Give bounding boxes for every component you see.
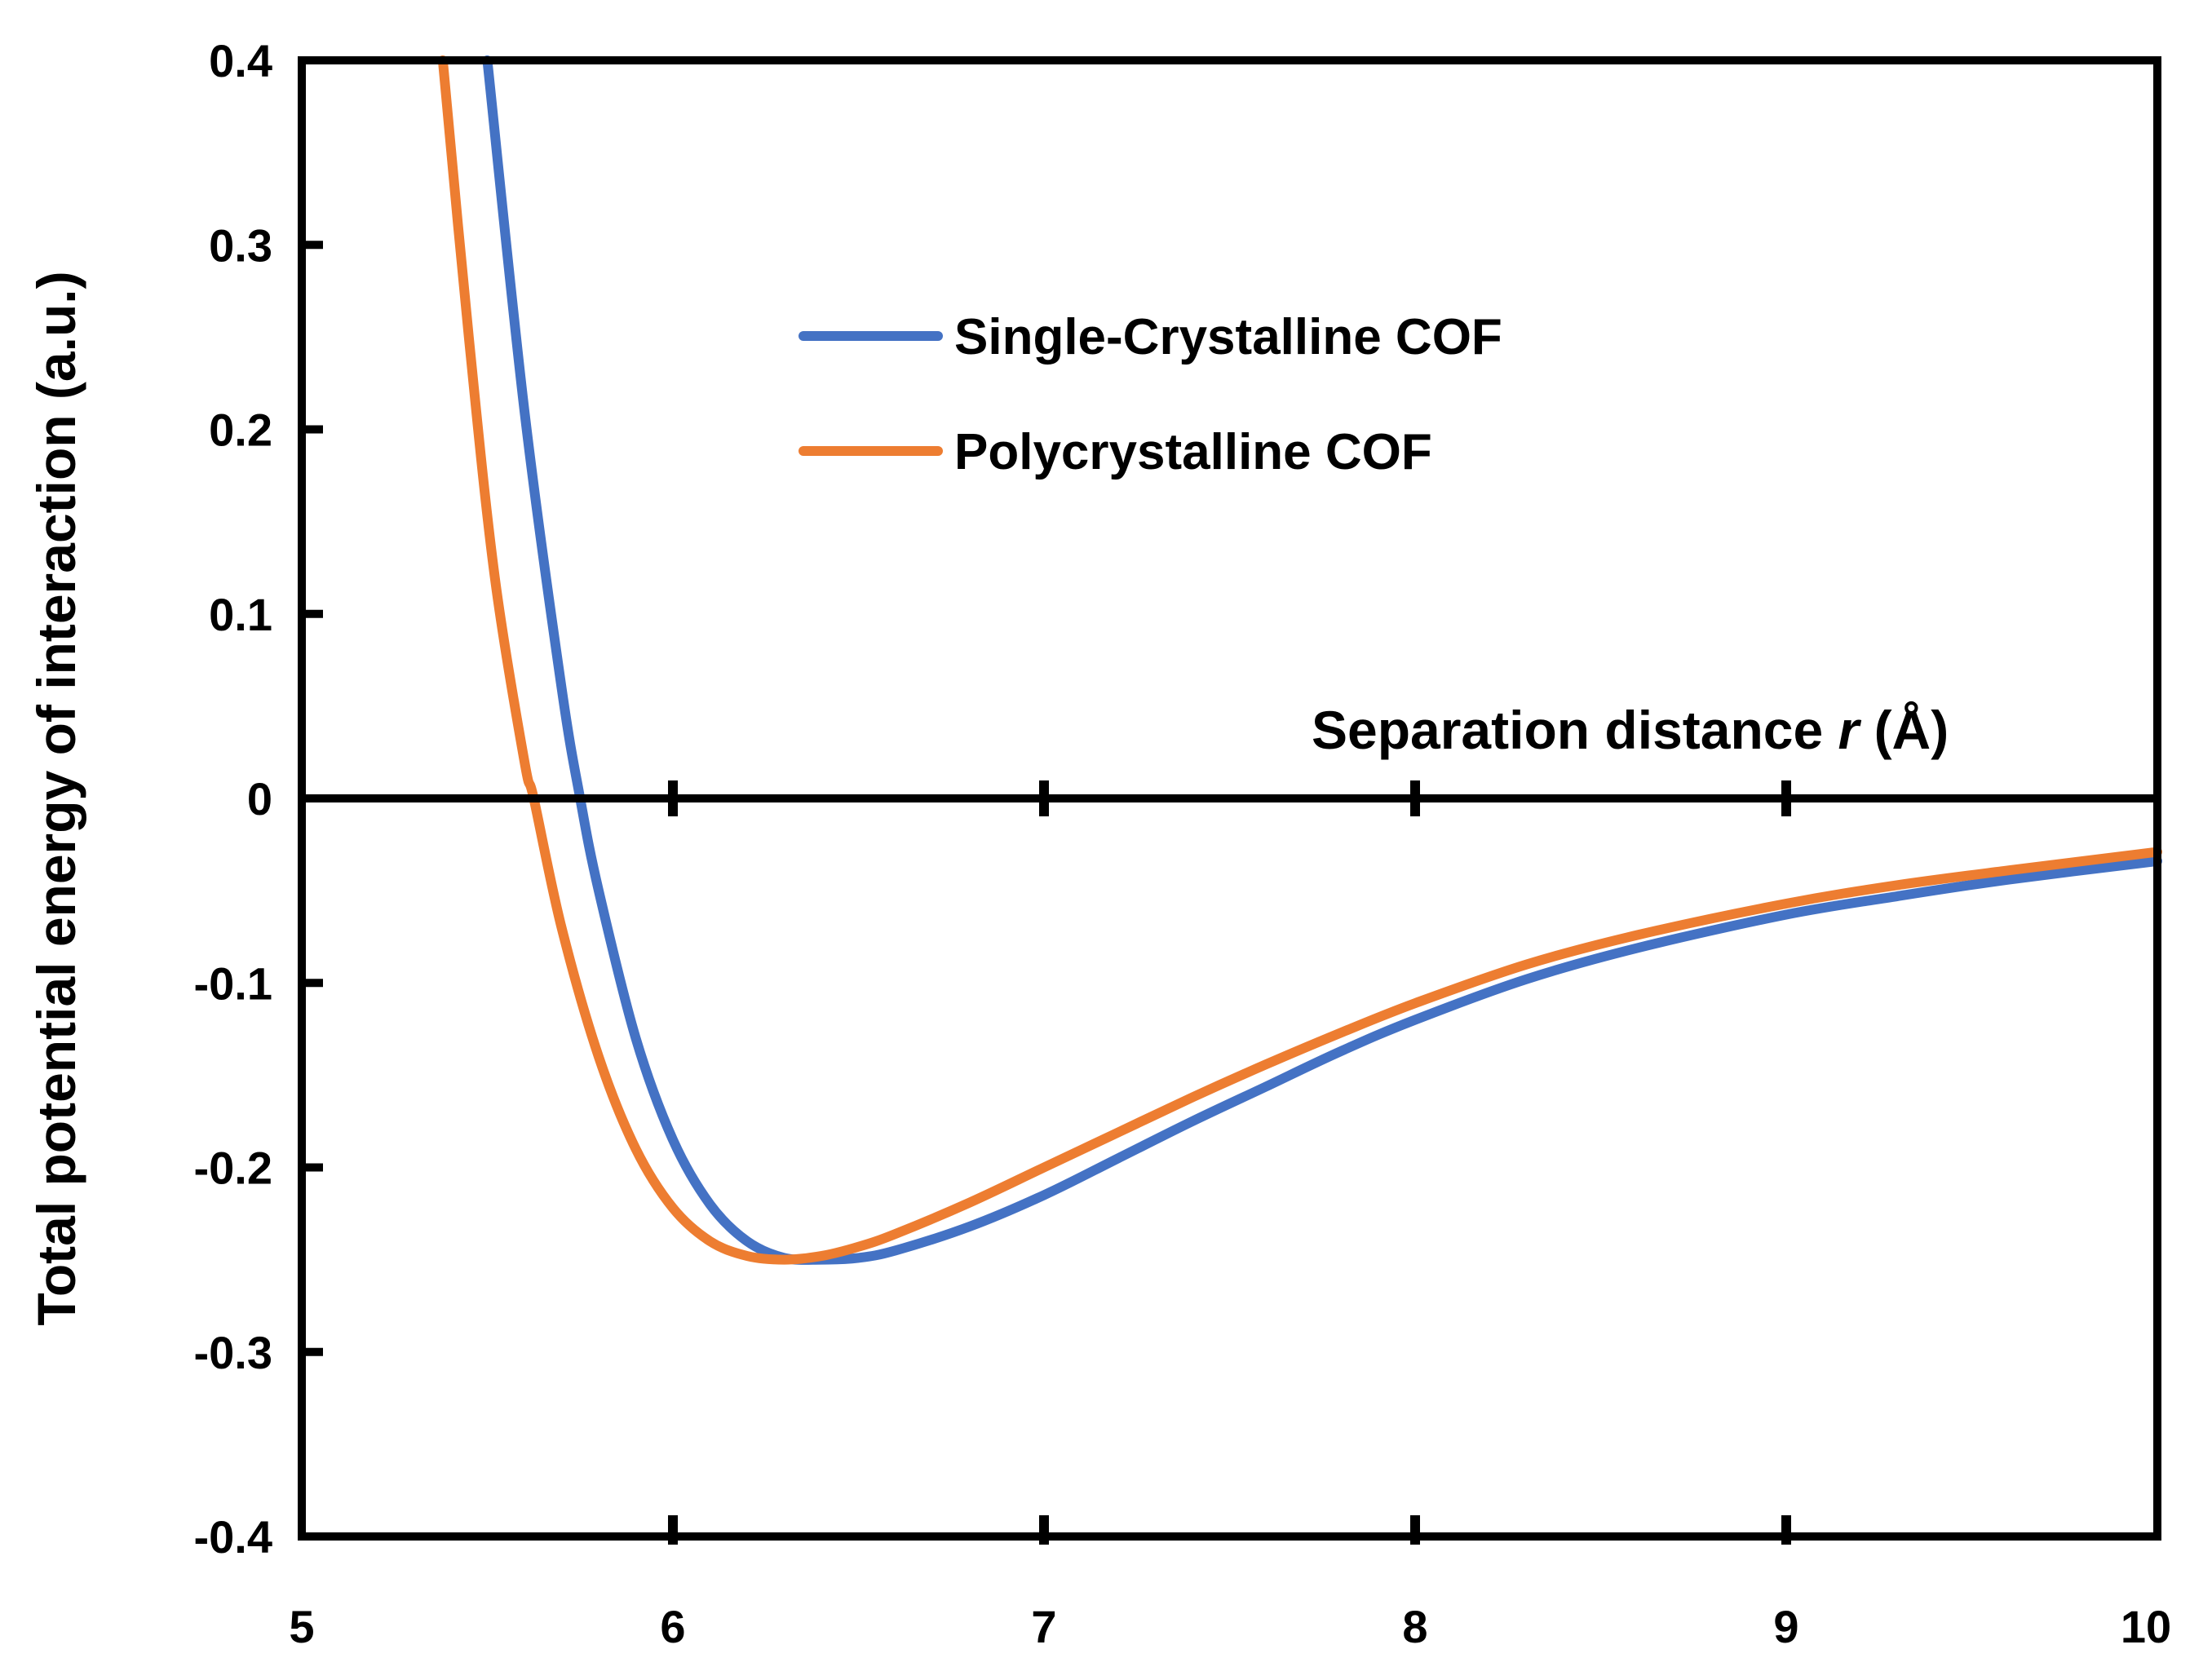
y-axis-title: Total potential energy of interaction (a… [26, 271, 86, 1325]
x-tick-label: 10 [2121, 1601, 2171, 1652]
y-tick-label: 0.3 [209, 219, 272, 271]
series-line-single-crystalline [482, 55, 2162, 1265]
y-tick-label: 0 [247, 773, 272, 825]
y-tick-label: -0.1 [194, 957, 273, 1009]
x-axis-title-text: Separation distance [1312, 700, 1823, 760]
y-tick-label: -0.4 [194, 1511, 273, 1563]
x-axis-title: Separation distance r (Å) [1312, 700, 1949, 760]
x-tick-label: 8 [1402, 1601, 1427, 1652]
legend-label-polycrystalline: Polycrystalline COF [954, 424, 1432, 480]
x-tick-label: 5 [289, 1601, 314, 1652]
series-line-polycrystalline [437, 55, 2162, 1265]
legend: Single-Crystalline COF Polycrystalline C… [799, 309, 1502, 480]
x-tick-label: 7 [1031, 1601, 1056, 1652]
plot-lines [437, 55, 2162, 1265]
x-axis-title-variable: r [1838, 700, 1862, 760]
x-tick-label: 6 [660, 1601, 685, 1652]
x-tick-labels: 5 6 7 8 9 10 [289, 1601, 2171, 1652]
y-tick-labels: 0.4 0.3 0.2 0.1 0 -0.1 -0.2 -0.3 -0.4 [194, 35, 273, 1563]
y-tick-label: 0.2 [209, 405, 272, 456]
y-tick-label: -0.2 [194, 1143, 273, 1194]
axis-ticks [302, 56, 1791, 1545]
legend-label-single-crystalline: Single-Crystalline COF [954, 309, 1502, 365]
y-tick-label: 0.1 [209, 589, 272, 640]
y-tick-label: 0.4 [209, 35, 272, 86]
y-tick-label: -0.3 [194, 1327, 273, 1378]
x-tick-label: 9 [1773, 1601, 1798, 1652]
x-axis-title-unit: (Å) [1874, 700, 1949, 760]
